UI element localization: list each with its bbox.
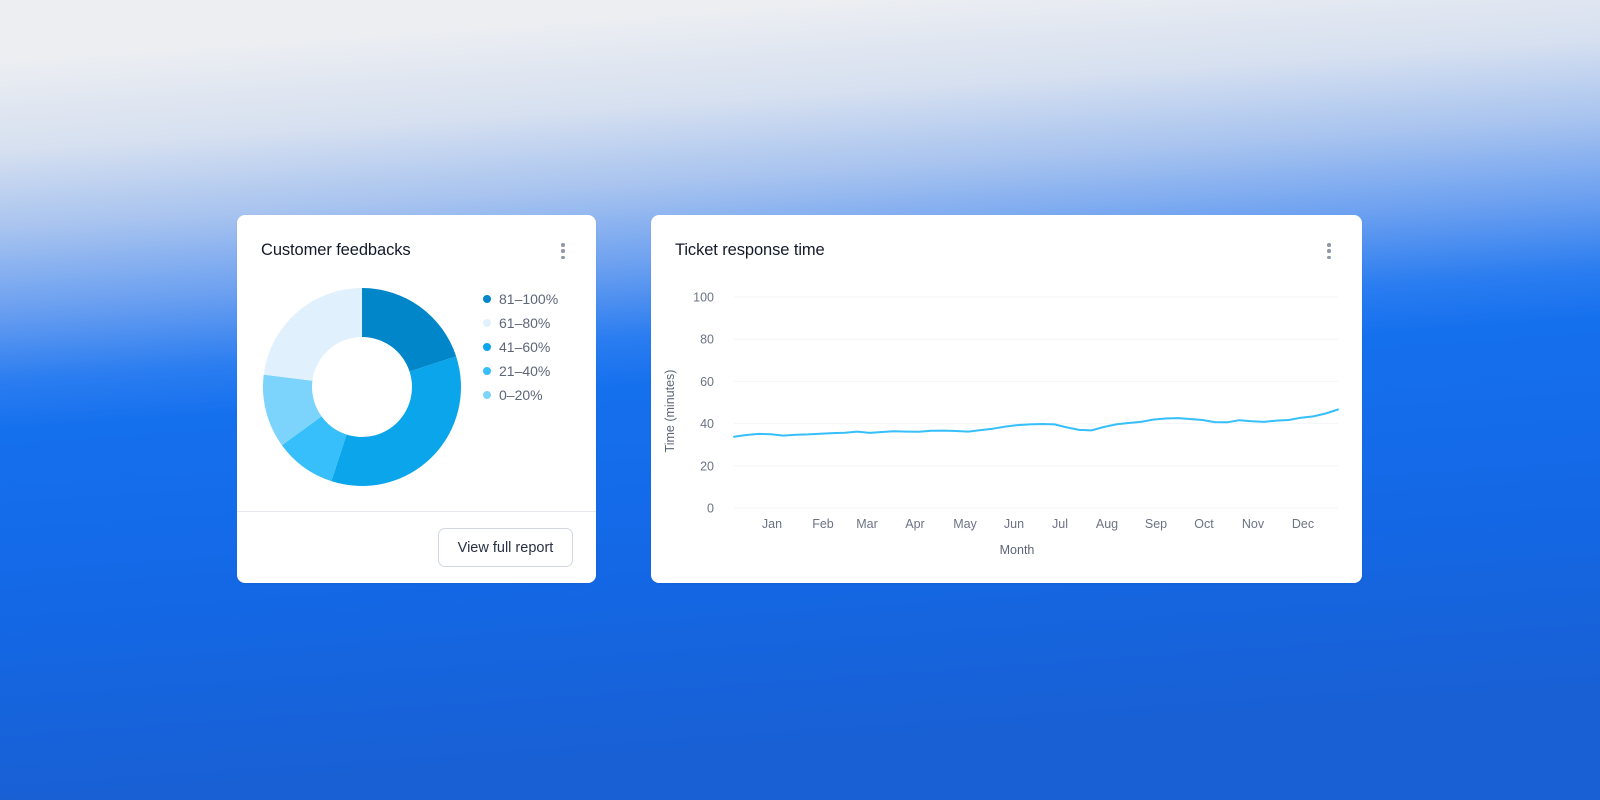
x-tick-label: Apr bbox=[905, 517, 924, 531]
view-full-report-button[interactable]: View full report bbox=[438, 528, 573, 567]
y-tick-label: 0 bbox=[707, 502, 714, 516]
customer-feedbacks-card: Customer feedbacks 81–100% 61–80% 41–60% 21… bbox=[237, 215, 596, 583]
y-axis-title: Time (minutes) bbox=[663, 370, 677, 453]
x-tick-label: Dec bbox=[1292, 517, 1314, 531]
legend-item: 0–20% bbox=[483, 383, 558, 407]
y-tick-label: 20 bbox=[700, 459, 714, 473]
legend-label: 61–80% bbox=[499, 315, 551, 331]
x-tick-label: Aug bbox=[1096, 517, 1118, 531]
response-time-line bbox=[733, 408, 1339, 438]
x-axis-title: Month bbox=[1000, 543, 1035, 557]
donut-slice bbox=[281, 416, 347, 482]
donut-chart bbox=[263, 288, 461, 486]
line-chart: 0 20 40 60 80 100 Jan Feb Mar Apr May Jun Jul Aug Sep O… bbox=[663, 291, 1339, 557]
divider bbox=[237, 511, 596, 512]
donut-slice bbox=[263, 288, 362, 381]
legend-label: 21–40% bbox=[499, 363, 551, 379]
x-tick-label: Nov bbox=[1242, 517, 1265, 531]
y-tick-label: 100 bbox=[693, 291, 714, 305]
x-tick-label: Jan bbox=[762, 517, 782, 531]
donut-slice bbox=[362, 288, 457, 372]
x-tick-label: Mar bbox=[856, 517, 878, 531]
x-tick-label: May bbox=[953, 517, 977, 531]
legend-dot-icon bbox=[483, 295, 491, 303]
kebab-vertical-icon[interactable] bbox=[1322, 241, 1336, 261]
kebab-vertical-icon[interactable] bbox=[556, 241, 570, 261]
y-tick-label: 80 bbox=[700, 333, 714, 347]
y-tick-label: 40 bbox=[700, 417, 714, 431]
legend-label: 81–100% bbox=[499, 291, 559, 307]
x-tick-label: Jul bbox=[1052, 517, 1068, 531]
legend-item: 21–40% bbox=[483, 359, 558, 383]
legend-item: 61–80% bbox=[483, 311, 558, 335]
legend-dot-icon bbox=[483, 391, 491, 399]
legend-dot-icon bbox=[483, 319, 491, 327]
donut-slice bbox=[331, 356, 461, 486]
x-tick-label: Sep bbox=[1145, 517, 1167, 531]
legend-dot-icon bbox=[483, 343, 491, 351]
card-title: Ticket response time bbox=[675, 241, 825, 259]
card-title: Customer feedbacks bbox=[261, 241, 411, 259]
x-tick-label: Feb bbox=[812, 517, 834, 531]
legend-item: 41–60% bbox=[483, 335, 558, 359]
legend-item: 81–100% bbox=[483, 287, 558, 311]
x-tick-label: Jun bbox=[1004, 517, 1024, 531]
chart-legend: 81–100% 61–80% 41–60% 21–40% 0–20% bbox=[483, 287, 558, 407]
y-tick-label: 60 bbox=[700, 375, 714, 389]
legend-label: 0–20% bbox=[499, 387, 543, 403]
donut-slice bbox=[263, 374, 322, 446]
legend-label: 41–60% bbox=[499, 339, 551, 355]
legend-dot-icon bbox=[483, 367, 491, 375]
x-tick-label: Oct bbox=[1194, 517, 1214, 531]
ticket-response-time-card: Ticket response time 0 20 40 60 80 100 Jan Feb M… bbox=[651, 215, 1362, 583]
